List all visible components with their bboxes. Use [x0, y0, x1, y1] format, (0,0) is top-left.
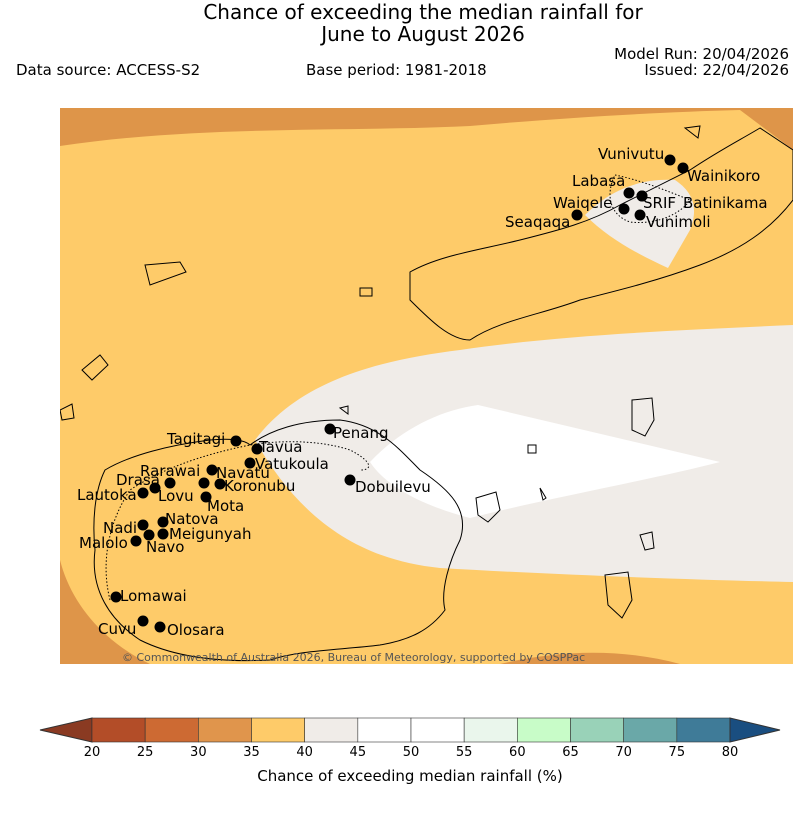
label-waiqele: Waiqele — [553, 194, 612, 212]
colorbar-segment — [91, 717, 146, 743]
colorbar-tick-label: 55 — [455, 745, 473, 760]
label-koronubu: Koronubu — [224, 477, 295, 495]
zone-45-55-centre — [370, 405, 720, 518]
colorbar-segment — [463, 717, 518, 743]
colorbar-segment — [198, 717, 252, 743]
title-line2: June to August 2026 — [321, 22, 525, 46]
zone-40-45-north — [585, 179, 695, 268]
colorbar-tick-label: 40 — [296, 745, 313, 760]
colorbar-segment — [623, 717, 678, 743]
label-navo: Navo — [146, 538, 184, 556]
marker-mota — [200, 491, 212, 503]
colorbar-tick-label: 20 — [83, 745, 101, 760]
label-lovu: Lovu — [158, 487, 194, 505]
colorbar-segment — [357, 717, 412, 743]
colorbar-segment — [144, 717, 199, 743]
colorbar-tick-label: 75 — [668, 745, 686, 760]
colorbar-tick-label: 50 — [402, 745, 420, 760]
issued-date: Issued: 22/04/2026 — [644, 61, 789, 79]
label-rarawai: Rarawai — [140, 462, 200, 480]
probability-fill — [60, 108, 793, 664]
colorbar-tick-label: 65 — [562, 745, 579, 760]
marker-penang — [324, 423, 336, 435]
marker-labasa — [623, 187, 635, 199]
marker-navo — [143, 529, 155, 541]
colorbar-under-arrow — [39, 717, 93, 743]
label-olosara: Olosara — [167, 621, 225, 639]
marker-drasa — [164, 477, 176, 489]
label-tavua: Tavua — [258, 438, 302, 456]
marker-dobuilevu — [344, 474, 356, 486]
label-navatu: Navatu — [216, 464, 270, 482]
marker-meigunyah — [157, 528, 169, 540]
label-srif: SRIF — [643, 194, 676, 212]
colorbar-tick-label: 60 — [509, 745, 526, 760]
colorbar-over-arrow — [729, 717, 781, 743]
data-source: Data source: ACCESS-S2 — [16, 61, 201, 79]
colorbar-segment — [410, 717, 465, 743]
colorbar-segment — [570, 717, 624, 743]
marker-cuvu — [137, 615, 149, 627]
label-batinikama: Batinikama — [683, 194, 768, 212]
marker-wainikoro — [677, 162, 689, 174]
base-period: Base period: 1981-2018 — [306, 61, 487, 79]
colorbar-label: Chance of exceeding median rainfall (%) — [257, 767, 563, 785]
label-tagitagi: Tagitagi — [166, 430, 225, 448]
label-natova: Natova — [165, 510, 219, 528]
label-cuvu: Cuvu — [98, 620, 136, 638]
marker-batinikama — [636, 190, 648, 202]
marker-tagitagi — [230, 435, 242, 447]
marker-lovu — [149, 482, 161, 494]
marker-malolo — [130, 535, 142, 547]
label-mota: Mota — [207, 497, 244, 515]
marker-lomawai — [110, 591, 122, 603]
label-labasa: Labasa — [572, 172, 625, 190]
marker-koronubu — [214, 478, 226, 490]
marker-seaqaqa — [571, 209, 583, 221]
label-dobuilevu: Dobuilevu — [355, 478, 431, 496]
colorbar-tick-label: 30 — [190, 745, 207, 760]
colorbar-segment — [676, 717, 731, 743]
marker-vunivutu — [664, 154, 676, 166]
marker-vunimoli — [634, 209, 646, 221]
label-wainikoro: Wainikoro — [687, 167, 760, 185]
colorbar-tick-label: 45 — [349, 745, 367, 760]
label-drasa: Drasa — [116, 471, 160, 489]
colorbar-tick-label: 70 — [615, 745, 632, 760]
colorbar — [39, 717, 781, 743]
copyright-text: © Commonwealth of Australia 2026, Bureau… — [122, 651, 585, 664]
district-boundaries — [105, 174, 691, 601]
marker-lautoka — [137, 487, 149, 499]
label-lautoka: Lautoka — [77, 486, 137, 504]
label-vatukoula: Vatukoula — [255, 455, 329, 473]
marker-rarawai — [206, 464, 218, 476]
label-vunimoli: Vunimoli — [646, 213, 711, 231]
label-seaqaqa: Seaqaqa — [505, 213, 570, 231]
colorbar-segment — [517, 717, 571, 743]
model-run: Model Run: 20/04/2026 — [614, 45, 789, 63]
marker-waiqele — [618, 203, 630, 215]
coastlines — [60, 125, 793, 662]
marker-tavua — [251, 443, 263, 455]
marker-navatu — [198, 477, 210, 489]
colorbar-tick-label: 35 — [243, 745, 260, 760]
label-malolo: Malolo — [79, 534, 128, 552]
place-markers: Vunivutu Wainikoro Labasa Waiqele SRIF Batini… — [77, 145, 768, 639]
title-line1: Chance of exceeding the median rainfall … — [203, 0, 643, 24]
label-meigunyah: Meigunyah — [169, 525, 251, 543]
label-vunivutu: Vunivutu — [598, 145, 664, 163]
label-lomawai: Lomawai — [120, 587, 187, 605]
label-nadi: Nadi — [103, 519, 137, 537]
marker-natova — [157, 516, 169, 528]
marker-vatukoula — [244, 457, 256, 469]
label-penang: Penang — [333, 424, 388, 442]
marker-nadi — [137, 519, 149, 531]
colorbar-segment — [251, 717, 305, 743]
colorbar-tick-label: 80 — [721, 745, 739, 760]
marker-olosara — [154, 621, 166, 633]
colorbar-segment — [304, 717, 359, 743]
colorbar-tick-label: 25 — [136, 745, 154, 760]
